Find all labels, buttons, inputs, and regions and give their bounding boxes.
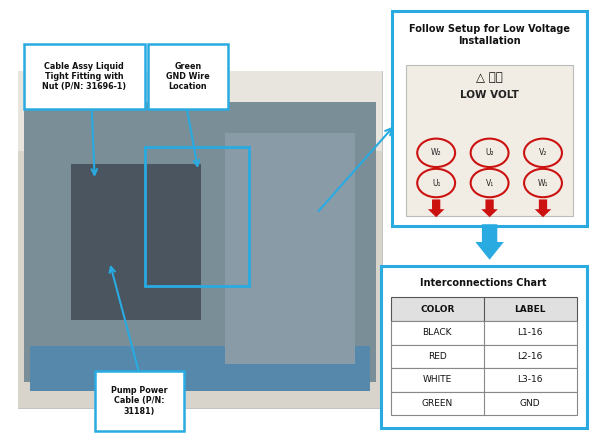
Circle shape <box>471 169 509 197</box>
Circle shape <box>471 139 509 167</box>
Text: U₂: U₂ <box>485 148 494 157</box>
FancyBboxPatch shape <box>391 345 577 368</box>
FancyBboxPatch shape <box>30 346 370 391</box>
FancyBboxPatch shape <box>381 266 587 428</box>
Text: RED: RED <box>428 352 446 361</box>
Text: GND: GND <box>520 399 540 408</box>
FancyBboxPatch shape <box>95 371 184 431</box>
FancyBboxPatch shape <box>392 11 587 226</box>
Circle shape <box>524 139 562 167</box>
Circle shape <box>417 169 455 197</box>
Polygon shape <box>428 199 445 217</box>
Circle shape <box>524 169 562 197</box>
FancyBboxPatch shape <box>18 71 382 408</box>
Text: Green
GND Wire
Location: Green GND Wire Location <box>166 62 210 91</box>
Text: LOW VOLT: LOW VOLT <box>460 90 519 100</box>
Text: Cable Assy Liquid
Tight Fitting with
Nut (P/N: 31696-1): Cable Assy Liquid Tight Fitting with Nut… <box>42 62 127 91</box>
FancyBboxPatch shape <box>24 44 145 109</box>
Text: Interconnections Chart: Interconnections Chart <box>420 278 547 289</box>
Text: COLOR: COLOR <box>420 305 455 314</box>
Text: GREEN: GREEN <box>422 399 453 408</box>
Text: L2-16: L2-16 <box>517 352 543 361</box>
Text: L1-16: L1-16 <box>517 328 543 337</box>
FancyBboxPatch shape <box>148 44 228 109</box>
FancyBboxPatch shape <box>71 164 201 320</box>
Polygon shape <box>535 199 551 217</box>
Text: LABEL: LABEL <box>514 305 546 314</box>
Polygon shape <box>475 224 504 260</box>
Circle shape <box>417 139 455 167</box>
FancyBboxPatch shape <box>225 133 355 364</box>
FancyBboxPatch shape <box>406 65 573 216</box>
FancyBboxPatch shape <box>391 368 577 392</box>
Text: L3-16: L3-16 <box>517 375 543 385</box>
Polygon shape <box>481 199 498 217</box>
Text: △ 低壓: △ 低壓 <box>476 71 503 83</box>
FancyBboxPatch shape <box>24 102 376 382</box>
Text: U₁: U₁ <box>432 178 440 187</box>
FancyBboxPatch shape <box>18 71 382 408</box>
FancyBboxPatch shape <box>391 321 577 345</box>
Text: Pump Power
Cable (P/N:
31181): Pump Power Cable (P/N: 31181) <box>111 386 168 416</box>
Text: V₁: V₁ <box>485 178 494 187</box>
Text: WHITE: WHITE <box>423 375 452 385</box>
Text: Follow Setup for Low Voltage
Installation: Follow Setup for Low Voltage Installatio… <box>409 24 570 46</box>
FancyBboxPatch shape <box>391 392 577 415</box>
Text: W₂: W₂ <box>431 148 442 157</box>
FancyBboxPatch shape <box>391 297 577 321</box>
Text: BLACK: BLACK <box>423 328 452 337</box>
FancyBboxPatch shape <box>18 71 382 151</box>
Text: W₁: W₁ <box>538 178 548 187</box>
Text: V₂: V₂ <box>539 148 547 157</box>
